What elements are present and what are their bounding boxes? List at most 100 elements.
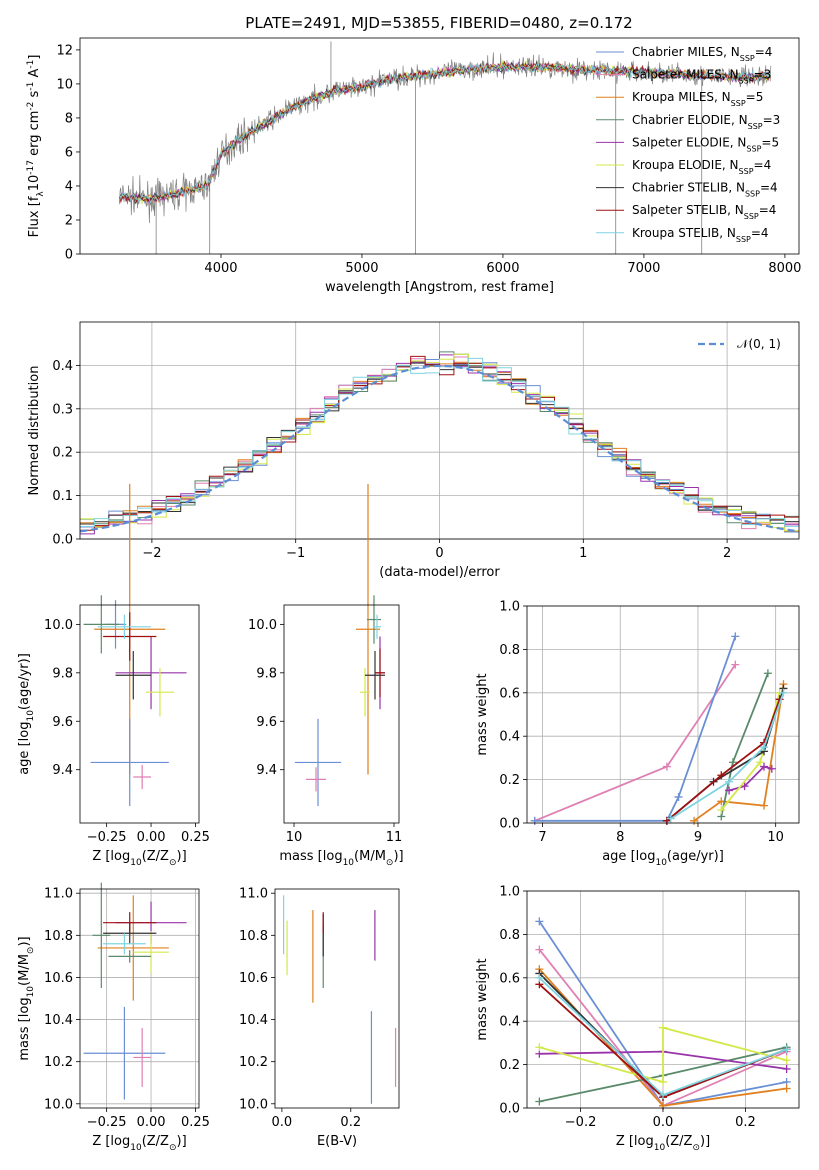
axes-mass-vs-ebv: 0.0 0.2 10.0 10.2 10.4 10.6 10.8 11.0 E(B-V) <box>239 887 400 1149</box>
weight-marker-chabrier_elodie <box>763 669 772 678</box>
weight-marker-kroupa_elodie <box>535 1043 544 1052</box>
plot-area <box>295 483 385 807</box>
x-tick-label: 10 <box>767 830 784 845</box>
plot-area <box>283 895 397 1104</box>
y-axis-label: Normed distribution <box>27 366 42 496</box>
y-tick-label: 9.8 <box>256 666 277 681</box>
y-tick-label: 10.4 <box>239 1013 268 1028</box>
y-tick-label: 4 <box>65 179 73 194</box>
weight-marker-chabrier_elodie <box>728 758 737 767</box>
y-tick-label: 9.8 <box>52 666 73 681</box>
y-axis-label: mass weight <box>475 958 490 1040</box>
axes-weight-vs-age: 7 8 9 10 0.0 0.2 0.4 0.6 0.8 1.0 age [log10(age/yr… <box>475 600 800 868</box>
weight-marker-kroupa_elodie <box>717 805 726 814</box>
weight-marker-salpeter_elodie <box>767 764 776 773</box>
y-tick-label: 10.8 <box>239 929 268 944</box>
x-tick-label: 0.00 <box>137 830 166 845</box>
y-tick-label: 10.2 <box>239 1055 268 1070</box>
x-axis-label: Z [log10(Z/Z⊙)] <box>92 849 186 868</box>
axes-age-vs-Z: −0.25 0.00 0.25 9.4 9.6 9.8 10.0 Z [log10(Z/Z⊙)… <box>17 483 210 868</box>
weight-line-salpeter_elodie <box>728 765 773 792</box>
y-tick-label: 0.0 <box>52 533 73 548</box>
y-tick-label: 1.0 <box>499 885 520 900</box>
x-tick-label: 9 <box>694 830 702 845</box>
x-tick-label: 4000 <box>204 261 237 276</box>
y-tick-label: 0.4 <box>52 359 73 374</box>
weight-marker-kroupa_stelib <box>760 743 769 752</box>
y-tick-label: 0.2 <box>499 1058 520 1073</box>
weight-marker-chabrier_miles <box>674 792 683 801</box>
weight-marker-kroupa_stelib <box>666 814 675 823</box>
x-tick-label: −1 <box>286 546 305 561</box>
x-axis-label: Z [log10(Z/Z⊙)] <box>616 1134 710 1153</box>
y-axis-label: mass weight <box>475 673 490 755</box>
weight-marker-salpeter_elodie <box>740 782 749 791</box>
weight-marker-chabrier_elodie <box>535 1097 544 1106</box>
y-tick-label: 11.0 <box>44 887 73 902</box>
chart-title: PLATE=2491, MJD=53855, FIBERID=0480, z=0… <box>245 14 632 32</box>
x-axis-label: (data-model)/error <box>379 565 500 580</box>
plot-area <box>530 632 788 825</box>
y-tick-label: 0.3 <box>52 402 73 417</box>
y-tick-label: 0.4 <box>499 730 520 745</box>
y-axis-label: mass [log10(M/M⊙)] <box>17 936 36 1060</box>
y-tick-label: 0.2 <box>52 446 73 461</box>
weight-marker-kroupa_elodie <box>756 758 765 767</box>
weight-line-kroupa_miles <box>693 683 785 822</box>
x-tick-label: −0.25 <box>87 1115 127 1130</box>
y-tick-label: 9.6 <box>52 715 73 730</box>
legend-entry: Salpeter ELODIE, NSSP=5 <box>632 135 779 153</box>
y-tick-label: 1.0 <box>499 600 520 615</box>
weight-marker-chabrier_miles <box>530 816 539 825</box>
y-tick-label: 9.6 <box>256 715 277 730</box>
y-tick-label: 10.6 <box>44 971 73 986</box>
x-tick-label: 5000 <box>345 261 378 276</box>
x-tick-label: 0.0 <box>653 1115 674 1130</box>
y-tick-label: 11.0 <box>239 887 268 902</box>
y-tick-label: 2 <box>65 213 73 228</box>
axes-frame <box>274 888 400 1109</box>
x-tick-label: 7 <box>538 830 546 845</box>
y-axis-label: age [log10(age/yr)] <box>17 653 36 775</box>
legend-entry: Chabrier STELIB, NSSP=4 <box>632 181 778 199</box>
x-tick-label: −0.2 <box>565 1115 597 1130</box>
plot-area <box>119 41 772 254</box>
x-tick-label: 7000 <box>627 261 660 276</box>
legend-entry: Chabrier MILES, NSSP=4 <box>632 45 772 63</box>
weight-line-chabrier_miles <box>534 636 737 822</box>
x-axis-label: wavelength [Angstrom, rest frame] <box>325 280 554 295</box>
axes-frame <box>79 604 200 824</box>
weight-marker-kroupa_stelib <box>659 1090 667 1099</box>
y-tick-label: 10 <box>56 77 73 92</box>
legend-entry: Salpeter STELIB, NSSP=4 <box>632 203 776 221</box>
y-axis-label: Flux [fλ10-17 erg cm-2 s-1 A-1] <box>26 55 46 238</box>
x-tick-label: 0.0 <box>272 1115 293 1130</box>
axes-frame <box>526 605 800 824</box>
histogram-kroupa_stelib <box>80 357 799 527</box>
weight-marker-salpeter_elodie <box>782 1064 791 1073</box>
model-spectrum-kroupa_stelib <box>119 62 772 205</box>
x-axis-label: age [log10(age/yr)] <box>602 849 724 868</box>
x-tick-label: 0.25 <box>181 830 210 845</box>
legend-entry: Kroupa ELODIE, NSSP=4 <box>632 158 771 176</box>
histogram-kroupa_elodie <box>80 353 799 532</box>
axes-frame <box>79 37 800 255</box>
weight-line-kroupa_stelib <box>670 692 785 820</box>
axes-mass-vs-Z: −0.25 0.00 0.25 10.0 10.2 10.4 10.6 10.8 11.0 Z [… <box>17 882 210 1153</box>
x-axis-label: Z [log10(Z/Z⊙)] <box>92 1134 186 1153</box>
y-tick-label: 0.8 <box>499 643 520 658</box>
y-tick-label: 10.0 <box>248 618 277 633</box>
y-tick-label: 10.0 <box>44 618 73 633</box>
axes-residuals: −2 −1 0 1 2 0.0 0.1 0.2 0.3 0.4 (data-model)/error… <box>27 321 800 580</box>
y-tick-label: 0 <box>65 248 73 263</box>
x-tick-label: 0.2 <box>735 1115 756 1130</box>
legend-entry: Kroupa STELIB, NSSP=4 <box>632 226 769 244</box>
y-tick-label: 9.4 <box>256 763 277 778</box>
weight-marker-salpeter_elodie <box>760 762 769 771</box>
legend: Chabrier MILES, NSSP=4 Salpeter MILES, NS… <box>596 45 780 243</box>
x-tick-label: 6000 <box>486 261 519 276</box>
y-tick-label: 0.1 <box>52 489 73 504</box>
weight-marker-kroupa_stelib <box>779 688 788 697</box>
axes-frame <box>283 604 400 824</box>
